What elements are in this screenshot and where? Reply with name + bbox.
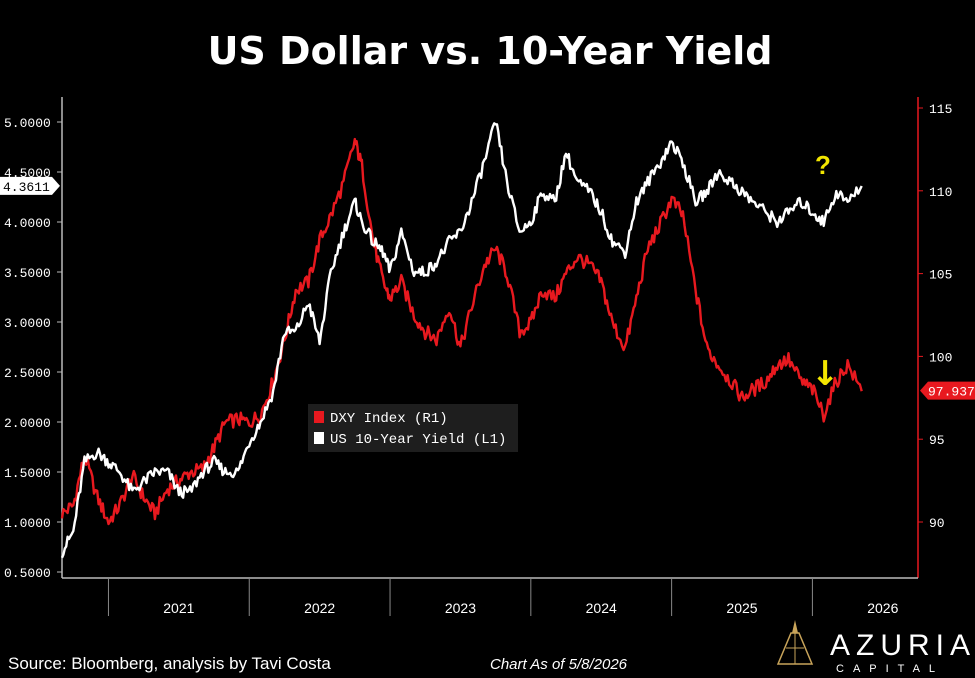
- x-tick-label-2022: 2022: [304, 600, 335, 616]
- legend-swatch-dxy: [314, 411, 324, 423]
- right-tick-label: 90: [929, 516, 945, 531]
- series-line-us-10y-yield: [60, 122, 863, 559]
- left-tick-label: 1.5000: [4, 466, 51, 481]
- left-axis-ticks: 0.5000 1.0000 1.5000 2.0000 2.5000 3.0000 3.50…: [4, 116, 62, 581]
- x-tick-label-2026: 2026: [867, 600, 898, 616]
- axes: [61, 97, 919, 616]
- left-tick-label: 5.0000: [4, 116, 51, 131]
- logo: AZURIA CAPITAL: [776, 620, 975, 675]
- logo-sub: CAPITAL: [836, 663, 944, 675]
- legend-box: [308, 404, 518, 452]
- right-tick-label: 110: [929, 185, 952, 200]
- left-tick-label: 2.0000: [4, 416, 51, 431]
- x-tick-label-2024: 2024: [586, 600, 617, 616]
- right-tick-label: 95: [929, 433, 945, 448]
- legend-label-yield: US 10-Year Yield (L1): [330, 432, 506, 448]
- tower-icon: [776, 620, 814, 665]
- legend: DXY Index (R1) US 10-Year Yield (L1): [308, 404, 518, 452]
- right-tick-label: 105: [929, 268, 952, 283]
- series-line-dxy: [60, 137, 863, 526]
- annotation-down-arrow: ↓: [811, 354, 840, 394]
- legend-swatch-yield: [314, 432, 324, 444]
- left-last-value-label: 4.3611: [3, 180, 50, 195]
- left-last-value-tag: 4.3611: [0, 176, 60, 195]
- annotation-question-mark: ?: [815, 150, 831, 180]
- x-tick-label-2023: 2023: [445, 600, 476, 616]
- left-tick-label: 0.5000: [4, 566, 51, 581]
- source-note: Source: Bloomberg, analysis by Tavi Cost…: [8, 654, 331, 673]
- left-tick-label: 3.5000: [4, 266, 51, 281]
- right-axis-ticks: 90 95 100 105 110 115: [918, 102, 952, 531]
- series-layer: [60, 122, 863, 559]
- chart-title: US Dollar vs. 10-Year Yield: [208, 29, 773, 73]
- legend-label-dxy: DXY Index (R1): [330, 411, 448, 427]
- x-tick-label-2025: 2025: [726, 600, 757, 616]
- logo-name: AZURIA: [830, 629, 975, 662]
- x-tick-label-2021: 2021: [163, 600, 194, 616]
- x-axis-labels: 2021 2022 2023 2024 2025 2026: [163, 600, 898, 616]
- right-tick-label: 115: [929, 102, 952, 117]
- left-tick-label: 1.0000: [4, 516, 51, 531]
- as-of-note: Chart As of 5/8/2026: [490, 656, 628, 673]
- left-tick-label: 4.0000: [4, 216, 51, 231]
- left-tick-label: 3.0000: [4, 316, 51, 331]
- left-last-value-shape: [0, 176, 60, 195]
- right-last-value-label: 97.937: [928, 385, 975, 400]
- right-tick-label: 100: [929, 350, 952, 365]
- right-last-value-shape: [920, 381, 975, 400]
- left-tick-label: 2.5000: [4, 366, 51, 381]
- right-last-value-tag: 97.937: [920, 381, 975, 400]
